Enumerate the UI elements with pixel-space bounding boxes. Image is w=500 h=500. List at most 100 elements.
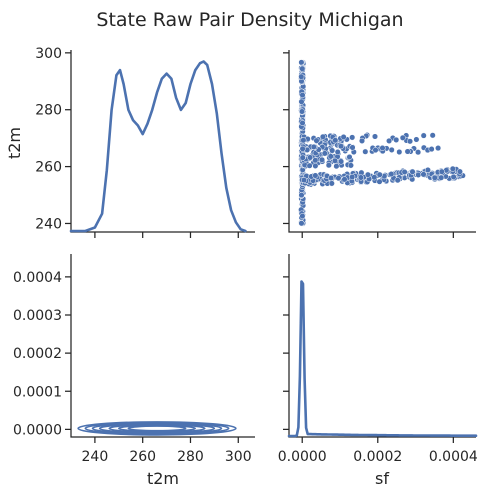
- kde2d-contour: [127, 425, 187, 432]
- scatter-point: [420, 132, 427, 139]
- t2m-y-tick-label: 260: [35, 160, 62, 176]
- scatter-point: [318, 156, 326, 163]
- scatter-point: [435, 145, 442, 152]
- t2m-y-tick-label: 300: [35, 46, 62, 62]
- t2m-y-axis: 240 260 280 300: [35, 46, 71, 232]
- scatter-point: [328, 180, 335, 187]
- sf-kde-y-axis: [283, 276, 289, 430]
- scatter-point: [357, 174, 364, 181]
- scatter-point: [312, 157, 319, 164]
- scatter-point: [312, 172, 319, 179]
- scatter-point: [299, 65, 306, 72]
- scatter-point: [429, 132, 436, 139]
- scatter-y-axis: [283, 52, 289, 225]
- scatter-point: [298, 98, 305, 105]
- scatter-point: [438, 168, 445, 175]
- sf-x-axis: 0.0000 0.0002 0.0004: [278, 437, 478, 465]
- sf-x-tick-label: 0.0000: [278, 449, 327, 465]
- scatter-point: [329, 147, 336, 154]
- scatter-point: [299, 213, 306, 220]
- t2m-x-tick-label: 240: [82, 449, 109, 465]
- scatter-point: [456, 168, 463, 175]
- panel-sf-kde: 0.0000 0.0002 0.0004 sf: [278, 254, 478, 488]
- scatter-point: [415, 149, 422, 156]
- scatter-point: [401, 168, 408, 176]
- scatter-point: [300, 137, 307, 144]
- scatter-point: [300, 177, 308, 184]
- scatter-point: [420, 171, 427, 178]
- scatter-point: [399, 134, 406, 141]
- scatter-point: [396, 148, 403, 156]
- t2m-x-axis-top: [94, 232, 239, 238]
- scatter-x-axis: [301, 232, 454, 238]
- scatter-point: [310, 143, 317, 150]
- scatter-point: [347, 162, 354, 169]
- panel-t2m-sf-scatter: [283, 50, 476, 238]
- scatter-point: [298, 192, 305, 199]
- panel-scatter-spine: [288, 50, 476, 233]
- scatter-point: [406, 138, 414, 145]
- scatter-point: [299, 92, 306, 99]
- scatter-point: [299, 154, 306, 161]
- scatter-point: [298, 73, 305, 80]
- scatter-point: [358, 137, 366, 144]
- scatter-point: [349, 173, 356, 181]
- sf-x-tick-label: 0.0004: [429, 449, 478, 465]
- panel-sf-t2m-kde2d: 0.0000 0.0001 0.0002 0.0003 0.0004 240 260 280…: [13, 254, 255, 488]
- scatter-point: [372, 147, 379, 154]
- scatter-point: [376, 178, 383, 185]
- scatter-point: [346, 153, 353, 161]
- scatter-point: [349, 134, 356, 141]
- scatter-point: [312, 162, 319, 169]
- y-axis-label-t2m: t2m: [5, 127, 24, 159]
- scatter-point: [328, 174, 335, 182]
- scatter-point: [325, 162, 332, 169]
- x-axis-label-sf: sf: [375, 469, 389, 488]
- t2m-y-tick-label: 240: [35, 216, 62, 232]
- x-axis-label-t2m: t2m: [147, 469, 179, 488]
- scatter-point: [313, 137, 320, 144]
- scatter-point: [376, 171, 383, 178]
- scatter-point: [306, 162, 313, 169]
- scatter-point: [299, 145, 306, 152]
- scatter-point: [321, 150, 328, 157]
- sf-y-tick-label: 0.0003: [13, 308, 62, 324]
- scatter-point: [307, 154, 314, 161]
- scatter-point: [394, 177, 401, 184]
- scatter-point: [327, 153, 334, 160]
- sf-x-tick-label: 0.0002: [353, 449, 402, 465]
- scatter-point: [337, 143, 345, 150]
- scatter-point: [386, 137, 393, 144]
- t2m-x-tick-label: 260: [129, 449, 156, 465]
- scatter-point: [331, 157, 339, 164]
- scatter-point: [298, 108, 306, 115]
- t2m-x-axis: 240 260 280 300: [82, 437, 252, 465]
- sf-y-tick-label: 0.0002: [13, 346, 62, 362]
- sf-y-axis: 0.0000 0.0001 0.0002 0.0003 0.0004: [13, 270, 71, 438]
- scatter-point: [349, 144, 356, 151]
- scatter-point: [371, 133, 379, 140]
- sf-density-line: [287, 280, 478, 438]
- scatter-point: [415, 171, 422, 178]
- panel-t2m-kde: 240 260 280 300 t2m: [5, 46, 255, 238]
- scatter-point: [332, 137, 339, 144]
- scatter-point: [298, 220, 305, 227]
- scatter-point: [362, 148, 369, 155]
- scatter-point: [299, 119, 306, 127]
- scatter-point: [450, 173, 457, 180]
- scatter-point: [341, 176, 348, 183]
- t2m-x-tick-label: 300: [225, 449, 252, 465]
- scatter-point: [334, 148, 341, 156]
- t2m-y-tick-label: 280: [35, 103, 62, 119]
- sf-y-tick-label: 0.0004: [13, 270, 62, 286]
- scatter-point: [338, 158, 345, 165]
- scatter-point: [298, 59, 305, 66]
- scatter-point: [319, 133, 326, 140]
- sf-y-tick-label: 0.0001: [13, 384, 62, 400]
- scatter-point: [333, 163, 340, 170]
- scatter-point: [371, 174, 378, 181]
- scatter-point: [409, 168, 416, 175]
- scatter-points: [298, 58, 466, 227]
- panel-sf-kde-spine: [288, 254, 476, 438]
